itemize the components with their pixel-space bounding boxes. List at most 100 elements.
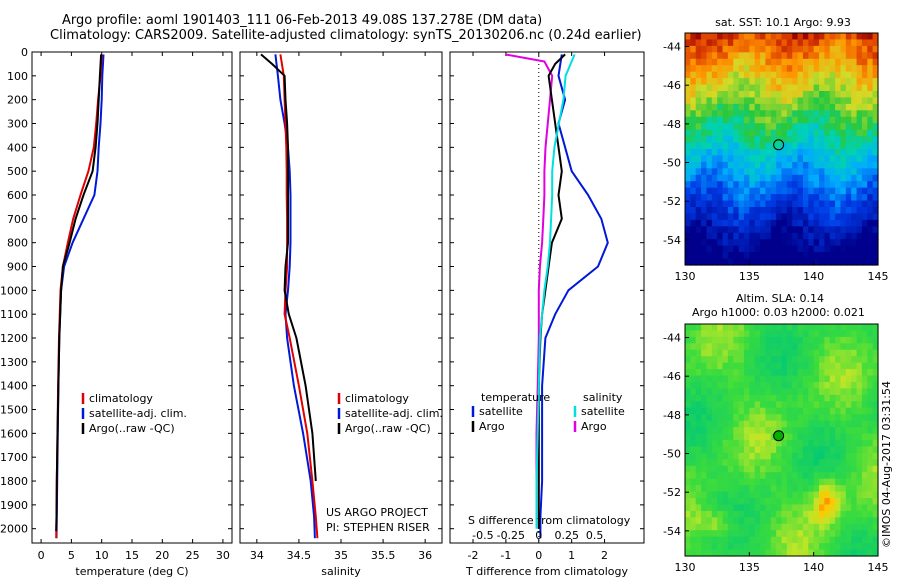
sla-map-cell bbox=[856, 459, 863, 467]
sst-map-cell bbox=[856, 149, 863, 157]
sla-map-cell bbox=[861, 517, 868, 525]
sla-map-cell bbox=[813, 504, 820, 512]
sla-map-cell bbox=[711, 491, 718, 499]
sla-map-cell bbox=[701, 433, 708, 441]
sla-map-cell bbox=[808, 472, 815, 480]
sla-map-cell bbox=[867, 549, 874, 557]
sst-map-cell bbox=[727, 116, 734, 124]
sla-map-cell bbox=[808, 498, 815, 506]
sla-map-cell bbox=[845, 530, 852, 538]
sla-map-cell bbox=[867, 407, 874, 415]
sst-map-cell bbox=[749, 252, 756, 260]
sst-map-cell bbox=[781, 245, 788, 253]
sst-map-cell bbox=[835, 33, 842, 41]
sst-map-cell bbox=[781, 84, 788, 92]
sst-map-cell bbox=[802, 155, 809, 163]
sla-map-cell bbox=[835, 536, 842, 544]
sst-map-cell bbox=[706, 258, 713, 266]
sla-map-cell bbox=[690, 452, 697, 460]
temperature-climatology-line bbox=[55, 54, 103, 539]
sst-map-cell bbox=[845, 181, 852, 189]
sla-map-cell bbox=[835, 549, 842, 557]
sst-map-cell bbox=[840, 103, 847, 111]
sst-map-cell bbox=[792, 200, 799, 208]
sst-map-cell bbox=[743, 245, 750, 253]
sla-map-cell bbox=[685, 504, 691, 512]
sst-map-cell bbox=[851, 142, 858, 150]
diff-temperature-legend-label: Argo bbox=[479, 420, 505, 433]
sst-map-cell bbox=[770, 91, 777, 99]
sst-map-cell bbox=[754, 226, 761, 234]
sst-map-cell bbox=[824, 91, 831, 99]
sst-map-cell bbox=[722, 123, 729, 131]
sst-map-cell bbox=[786, 258, 793, 266]
sst-map-cell bbox=[765, 110, 772, 118]
sla-map-cell bbox=[733, 336, 740, 344]
sst-map-cell bbox=[797, 91, 804, 99]
sla-map-cell bbox=[695, 478, 702, 486]
sst-map-cell bbox=[754, 200, 761, 208]
sst-map-cell bbox=[792, 258, 799, 266]
sla-map-cell bbox=[797, 459, 804, 467]
sla-map-cell bbox=[760, 343, 767, 351]
sla-map-cell bbox=[727, 498, 734, 506]
sla-map-cell bbox=[867, 414, 874, 422]
sla-map-cell bbox=[781, 336, 788, 344]
sst-map-cell bbox=[690, 78, 697, 86]
sla-map-cell bbox=[802, 407, 809, 415]
sla-map-cell bbox=[824, 478, 831, 486]
sla-map-cell bbox=[749, 356, 756, 364]
sla-map-cell bbox=[835, 388, 842, 396]
sst-map-cell bbox=[792, 110, 799, 118]
sst-map-cell bbox=[824, 71, 831, 79]
sst-map-cell bbox=[867, 149, 874, 157]
sla-map-cell bbox=[840, 414, 847, 422]
sla-map-cell bbox=[851, 401, 858, 409]
sla-map-cell bbox=[781, 414, 788, 422]
sla-map-cell bbox=[786, 414, 793, 422]
sst-map-cell bbox=[808, 52, 815, 60]
sst-map-cell bbox=[743, 103, 750, 111]
sst-map-cell bbox=[802, 258, 809, 266]
sla-map-cell bbox=[733, 407, 740, 415]
sst-map-cell bbox=[840, 116, 847, 124]
sla-map-cell bbox=[685, 324, 691, 332]
sst-map-cell bbox=[749, 39, 756, 47]
sst-map-cell bbox=[690, 39, 697, 47]
sst-map-cell bbox=[867, 91, 874, 99]
sst-map-cell bbox=[776, 174, 783, 182]
sla-map-cell bbox=[776, 478, 783, 486]
sla-map-cell bbox=[802, 465, 809, 473]
sst-map-cell bbox=[749, 213, 756, 221]
sst-map-cell bbox=[792, 58, 799, 66]
sla-map-lat-label: -54 bbox=[663, 525, 681, 538]
sst-map-cell bbox=[813, 97, 820, 105]
sla-map-cell bbox=[743, 530, 750, 538]
sla-map-cell bbox=[717, 324, 724, 332]
sst-map-cell bbox=[685, 174, 691, 182]
sla-map-cell bbox=[867, 433, 874, 441]
sst-map-cell bbox=[851, 168, 858, 176]
sst-map-cell bbox=[781, 252, 788, 260]
sla-map-cell bbox=[845, 536, 852, 544]
sst-map-cell bbox=[749, 181, 756, 189]
sst-map-cell bbox=[856, 129, 863, 137]
sla-map-cell bbox=[765, 485, 772, 493]
sst-map-cell bbox=[711, 97, 718, 105]
sst-map-cell bbox=[802, 161, 809, 169]
sst-map-cell bbox=[776, 97, 783, 105]
sst-map-cell bbox=[701, 52, 708, 60]
sla-map-cell bbox=[685, 394, 691, 402]
sla-map-cell bbox=[851, 549, 858, 557]
sla-map-cell bbox=[829, 478, 836, 486]
sst-map-cell bbox=[685, 181, 691, 189]
sla-map-cell bbox=[856, 388, 863, 396]
sla-map-cell bbox=[695, 401, 702, 409]
sla-map-cell bbox=[754, 510, 761, 518]
sla-map-cell bbox=[695, 485, 702, 493]
sla-map-cell bbox=[690, 536, 697, 544]
sst-map-cell bbox=[851, 187, 858, 195]
sst-map-cell bbox=[706, 91, 713, 99]
sla-map-cell bbox=[711, 517, 718, 525]
sla-map-cell bbox=[706, 349, 713, 357]
